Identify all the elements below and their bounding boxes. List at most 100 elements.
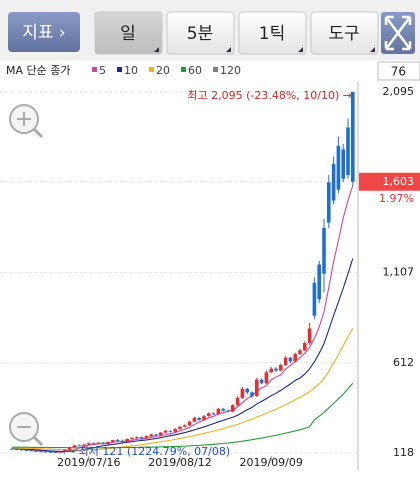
- last-price-box: [359, 172, 420, 191]
- last-price-label: 1,603: [383, 175, 415, 188]
- corner-box: [377, 61, 420, 81]
- ma-line: [11, 258, 354, 452]
- candle-body: [106, 441, 110, 444]
- candle-body: [226, 410, 230, 412]
- candle-body: [293, 354, 297, 362]
- period-button[interactable]: [310, 11, 379, 55]
- plot: 2,095 1,603 1,107 612 118 2019/07/16 2019/08/1…: [0, 85, 420, 469]
- candle-body: [231, 405, 235, 412]
- candle-body: [264, 372, 269, 384]
- candle-body: [154, 434, 158, 436]
- button-corner: [370, 47, 375, 52]
- candle-body: [120, 440, 125, 443]
- candle-body: [139, 437, 144, 439]
- candle-body: [173, 428, 177, 432]
- ma-label: MA 단순 종가: [6, 64, 71, 77]
- period-button[interactable]: [166, 11, 235, 55]
- high-note: 최고 2,095 (-23.48%, 10/10) →: [187, 89, 352, 102]
- legend-label: 120: [220, 64, 241, 77]
- candle-body: [187, 421, 192, 426]
- candle-body: [298, 350, 302, 355]
- candle-body: [91, 443, 96, 445]
- legend-swatch: [181, 67, 186, 72]
- candle-body: [82, 444, 86, 446]
- zoom-out[interactable]: [9, 412, 44, 447]
- candle-body: [39, 451, 43, 453]
- y-tick-label: 118: [393, 446, 414, 459]
- candle-body: [250, 392, 254, 397]
- candle-body: [149, 434, 153, 437]
- candle-body: [10, 448, 14, 450]
- candle-body: [303, 343, 307, 351]
- corner-value: 76: [391, 65, 406, 79]
- low-note: ←- 최저 121 (1224.79%, 07/08): [62, 445, 230, 458]
- button-label[interactable]: 5분: [187, 24, 213, 44]
- candle-body: [15, 449, 19, 451]
- candle-body: [168, 430, 173, 432]
- candle-body: [269, 368, 273, 373]
- legend-label: 60: [188, 64, 202, 77]
- candle-body: [322, 227, 326, 274]
- candle-body: [77, 445, 81, 447]
- candle-body: [202, 416, 206, 420]
- legend-label: 20: [156, 64, 170, 77]
- candle-body: [197, 417, 201, 420]
- candle-body: [53, 451, 57, 453]
- x-tick-label: 2019/09/09: [239, 456, 302, 469]
- y-tick-label: 612: [393, 356, 414, 369]
- button-label[interactable]: 1틱: [259, 24, 285, 44]
- legend-swatch: [213, 67, 218, 72]
- button-corner: [298, 47, 303, 52]
- legend-label: 5: [99, 64, 106, 77]
- candle-body: [255, 379, 259, 397]
- candle-body: [183, 425, 187, 427]
- candle-body: [43, 451, 48, 453]
- button-corner: [154, 47, 159, 52]
- candle-body: [259, 379, 264, 384]
- candle-body: [178, 426, 182, 429]
- candle-body: [317, 264, 321, 300]
- candle-body: [192, 417, 197, 422]
- candle-body: [288, 357, 293, 362]
- period-button[interactable]: [94, 11, 163, 55]
- candle-body: [29, 450, 33, 452]
- candle-body: [67, 447, 72, 450]
- ma-line: [11, 185, 354, 453]
- candle-body: [96, 442, 101, 444]
- candle-body: [331, 164, 336, 201]
- y-tick-label: 1,107: [383, 265, 415, 278]
- candle-body: [72, 445, 77, 448]
- candle-body: [346, 127, 350, 175]
- indicator-label[interactable]: 지표 ›: [22, 23, 65, 43]
- candle-body: [19, 449, 24, 451]
- y-tick-label: 2,095: [383, 85, 415, 98]
- candle-body: [63, 449, 67, 452]
- expand-icon: [384, 15, 412, 51]
- button-label[interactable]: 도구: [328, 24, 359, 44]
- ma-line: [12, 328, 354, 451]
- candle-body: [341, 149, 345, 179]
- candle-body: [221, 408, 225, 411]
- last-change: 1.97%: [379, 192, 414, 205]
- candle-body: [87, 443, 91, 445]
- zoom-in[interactable]: [9, 104, 44, 139]
- candle-body: [307, 328, 312, 344]
- candle-body: [283, 357, 288, 365]
- candle-body: [336, 145, 341, 190]
- candle-body: [130, 438, 134, 440]
- candle-body: [207, 413, 211, 417]
- period-button[interactable]: [238, 11, 307, 55]
- indicator-button[interactable]: [8, 12, 80, 52]
- legend-label: 10: [124, 64, 138, 77]
- legend-swatch: [149, 67, 154, 72]
- period-buttons: 일 5분 1틱 도구: [94, 11, 379, 55]
- button-corner: [226, 47, 231, 52]
- candle-body: [327, 182, 331, 223]
- candle-body: [351, 91, 355, 182]
- button-label[interactable]: 일: [120, 24, 136, 44]
- candle-body: [240, 388, 245, 398]
- candle-body: [115, 439, 120, 441]
- candle-body: [279, 365, 283, 371]
- candle-body: [101, 442, 105, 444]
